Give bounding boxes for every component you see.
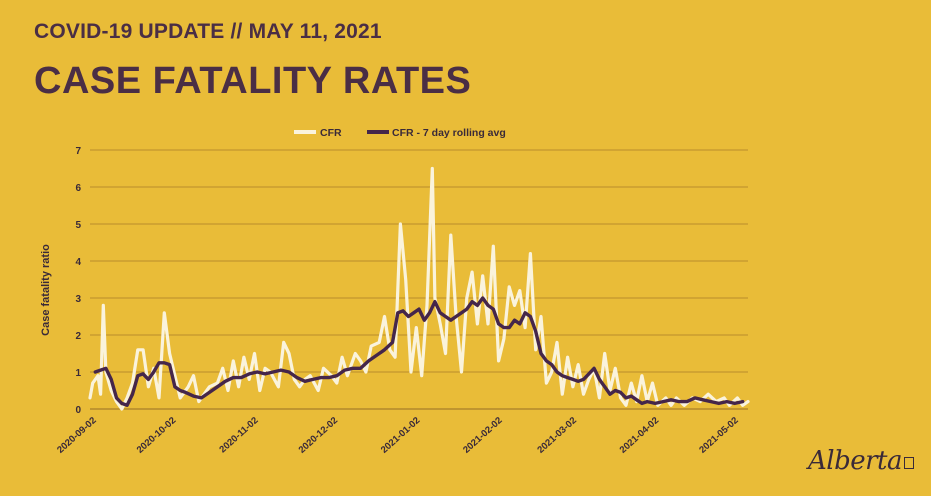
page-subtitle: COVID-19 UPDATE // MAY 11, 2021: [34, 20, 382, 43]
y-axis: 0 1 2 3 4 5 6 7: [75, 146, 81, 416]
legend-avg-label: CFR - 7 day rolling avg: [392, 127, 506, 139]
chart-legend: CFR CFR - 7 day rolling avg: [294, 127, 506, 139]
y-tick-label: 6: [75, 183, 81, 194]
legend-cfr-label: CFR: [320, 127, 342, 139]
y-tick-label: 4: [75, 257, 81, 268]
x-axis: 2020-09-02 2020-10-02 2020-11-02 2020-12-02…: [55, 415, 741, 456]
x-tick-label: 2020-12-02: [297, 415, 340, 456]
y-tick-label: 3: [75, 294, 81, 305]
x-tick-label: 2020-09-02: [55, 415, 98, 456]
alberta-logo: Alberta: [808, 446, 914, 476]
alberta-logo-text: Alberta: [808, 446, 903, 476]
chart-grid: [90, 149, 748, 410]
y-tick-label: 1: [75, 368, 81, 379]
page-title: CASE FATALITY RATES: [34, 60, 472, 102]
y-tick-label: 7: [75, 146, 81, 157]
series-cfr-line: [88, 166, 750, 411]
x-tick-label: 2021-02-02: [461, 415, 504, 456]
x-tick-label: 2021-04-02: [618, 415, 661, 456]
x-tick-label: 2020-10-02: [135, 415, 178, 456]
chart-series: [88, 166, 750, 411]
alberta-logo-mark: [904, 457, 914, 469]
x-tick-label: 2021-01-02: [379, 415, 422, 456]
x-tick-label: 2021-05-02: [697, 415, 740, 456]
y-tick-label: 0: [75, 405, 81, 416]
y-tick-label: 5: [75, 220, 81, 231]
x-tick-label: 2020-11-02: [217, 415, 260, 455]
y-tick-label: 2: [75, 331, 81, 342]
series-cfr-rolling-avg-line: [93, 296, 745, 407]
x-tick-label: 2021-03-02: [535, 415, 578, 456]
y-axis-label: Case fatality ratio: [40, 244, 52, 336]
